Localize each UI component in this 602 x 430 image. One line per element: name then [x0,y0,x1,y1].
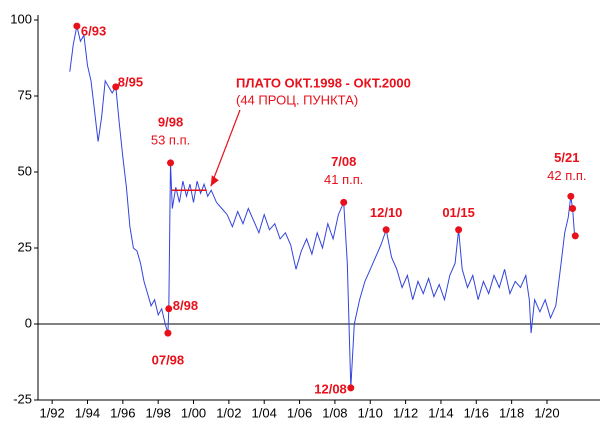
annotation-point [73,22,81,30]
x-tick-label: 1/14 [428,405,453,420]
annotation-point [455,226,463,234]
x-tick-label: 1/94 [75,405,100,420]
x-tick-label: 1/16 [464,405,489,420]
annotation-label: 5/21 [554,150,579,165]
annotation-label: 12/08 [314,381,347,396]
x-tick-label: 1/02 [216,405,241,420]
annotation-label: 9/98 [158,114,183,129]
plateau-sublabel: (44 ПРОЦ. ПУНКТА) [236,92,358,107]
annotation-point [347,384,355,392]
annotation-label: 07/98 [152,353,185,368]
x-tick-label: 1/18 [499,405,524,420]
y-tick-label: 0 [25,315,32,330]
y-tick-label: 50 [18,163,32,178]
x-tick-label: 1/92 [39,405,64,420]
annotation-point [164,329,172,337]
line [69,25,576,388]
x-tick-label: 1/00 [181,405,206,420]
annotation-point [167,159,175,167]
y-tick-label: 75 [18,87,32,102]
annotation-point [567,192,575,200]
x-tick-label: 1/08 [322,405,347,420]
y-tick-label: -25 [13,391,32,406]
annotation-sublabel: 42 п.п. [547,168,586,183]
annotation-label: 01/15 [442,205,475,220]
annotation-point [382,226,390,234]
plateau-label: ПЛАТО ОКТ.1998 - ОКТ.2000 [236,75,411,90]
x-tick-label: 1/04 [252,405,277,420]
x-tick-label: 1/06 [287,405,312,420]
x-tick-label: 1/20 [534,405,559,420]
x-tick-label: 1/10 [358,405,383,420]
x-tick-label: 1/12 [393,405,418,420]
y-tick-label: 25 [18,239,32,254]
arrow-head [210,175,219,187]
annotation-label: 7/08 [331,154,356,169]
annotation-point [165,305,173,313]
x-tick-label: 1/98 [146,405,171,420]
annotation-sublabel: 53 п.п. [151,132,190,147]
annotation-point [569,204,577,212]
annotation-point [112,83,120,91]
annotation-point [340,198,348,206]
annotation-label: 6/93 [81,24,106,39]
annotation-sublabel: 41 п.п. [324,172,363,187]
annotation-label: 8/95 [118,74,143,89]
x-tick-label: 1/96 [110,405,135,420]
arrow [210,109,241,187]
annotation-label: 12/10 [370,205,403,220]
y-tick-label: 100 [10,11,32,26]
annotation-label: 8/98 [173,298,198,313]
annotation-point [571,232,579,240]
